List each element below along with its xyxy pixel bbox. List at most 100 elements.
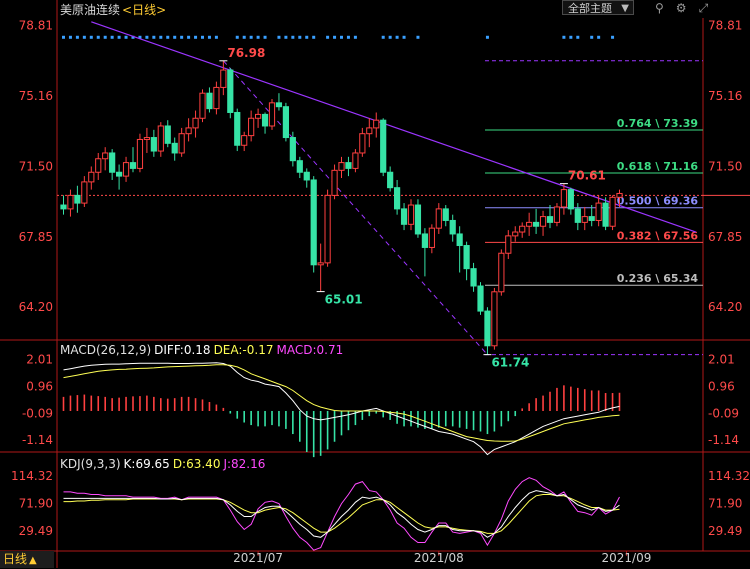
candle-body-28 bbox=[255, 113, 262, 119]
candle-body-10 bbox=[129, 162, 137, 169]
fib-label-3: 0.382 \ 67.56 bbox=[617, 229, 699, 242]
candle-body-40 bbox=[338, 162, 345, 171]
candle-body-60 bbox=[477, 285, 484, 312]
macd-panel[interactable] bbox=[62, 362, 621, 458]
signal-dot-24 bbox=[242, 35, 246, 39]
settings-icon[interactable]: ⚙ bbox=[675, 1, 687, 15]
candle-body-54 bbox=[435, 208, 442, 229]
signal-dot-33 bbox=[312, 35, 316, 39]
candle-body-61 bbox=[484, 310, 491, 347]
signal-dot-37 bbox=[346, 35, 350, 39]
triangle-up-icon: ▲ bbox=[29, 555, 37, 566]
period-next[interactable]: > bbox=[156, 2, 167, 17]
trendline bbox=[91, 21, 697, 233]
signal-dot-2 bbox=[75, 35, 79, 39]
signal-dot-10 bbox=[131, 35, 135, 39]
macd-dea-value: DEA:-0.17 bbox=[213, 343, 274, 357]
price-left-tick-1: 75.16 bbox=[19, 89, 53, 103]
fib-fan-line bbox=[222, 60, 488, 355]
fib-label-4: 0.236 \ 65.34 bbox=[617, 272, 699, 285]
candle-body-46 bbox=[380, 119, 387, 173]
signal-dot-50 bbox=[611, 35, 615, 39]
candle-body-29 bbox=[261, 113, 269, 127]
candle-body-37 bbox=[317, 262, 324, 266]
signal-dot-36 bbox=[340, 35, 343, 39]
search-icon[interactable]: ⚲ bbox=[655, 1, 664, 15]
kdj-j-value: J:82.16 bbox=[223, 457, 266, 471]
signal-dot-43 bbox=[416, 35, 420, 39]
macd-legend: MACD(26,12,9) DIFF:0.18 DEA:-0.17 MACD:0.71 bbox=[60, 343, 346, 357]
signal-dot-30 bbox=[291, 35, 295, 39]
signal-dot-16 bbox=[173, 35, 177, 39]
kdj-right-tick-2: 29.49 bbox=[708, 524, 742, 538]
period-prev[interactable]: < bbox=[122, 2, 133, 17]
signal-dot-19 bbox=[194, 35, 198, 39]
kdj-j-line bbox=[63, 477, 620, 551]
macd-left-tick-2: -0.09 bbox=[22, 406, 53, 420]
fib-label-1: 0.618 \ 71.16 bbox=[617, 160, 699, 173]
macd-left-tick-0: 2.01 bbox=[26, 352, 53, 366]
candle-body-57 bbox=[456, 233, 463, 247]
signal-dot-41 bbox=[395, 35, 399, 39]
candle-body-73 bbox=[567, 189, 574, 210]
theme-dropdown[interactable]: 全部主题 ▼ bbox=[562, 0, 634, 15]
x-tick-label-1: 2021/08 bbox=[414, 551, 464, 565]
signal-dot-26 bbox=[256, 35, 260, 39]
signal-dot-11 bbox=[138, 35, 142, 39]
candle-body-16 bbox=[171, 142, 178, 154]
candle-body-65 bbox=[512, 231, 519, 237]
candle-body-1 bbox=[67, 194, 74, 210]
kdj-panel[interactable] bbox=[63, 477, 620, 551]
signal-dot-47 bbox=[576, 35, 580, 39]
candle-body-47 bbox=[387, 171, 394, 189]
signal-dot-31 bbox=[298, 35, 302, 39]
candle-body-64 bbox=[505, 235, 512, 254]
price-left-tick-0: 78.81 bbox=[19, 19, 53, 33]
chevron-down-icon: ▼ bbox=[621, 3, 629, 14]
candle-body-45 bbox=[373, 119, 380, 129]
candle-body-31 bbox=[275, 102, 283, 108]
candle-body-69 bbox=[539, 216, 547, 227]
candle-body-20 bbox=[199, 92, 206, 119]
candle-body-6 bbox=[102, 152, 109, 160]
signal-dot-6 bbox=[103, 35, 107, 39]
theme-dropdown-label: 全部主题 bbox=[568, 2, 612, 15]
candle-body-27 bbox=[248, 117, 255, 137]
candle-body-30 bbox=[268, 102, 276, 127]
candle-body-2 bbox=[74, 194, 81, 204]
price-right-tick-0: 78.81 bbox=[708, 19, 742, 33]
price-left-tick-4: 64.20 bbox=[19, 300, 53, 314]
price-panel[interactable]: 0.764 \ 73.39 0.618 \ 71.16 0.500 \ 69.36 0… bbox=[57, 21, 750, 370]
expand-icon[interactable]: ⤢ bbox=[698, 1, 709, 15]
candle-body-39 bbox=[331, 169, 338, 196]
period-tab[interactable]: 日线 ▲ bbox=[0, 551, 54, 568]
candle-body-67 bbox=[526, 221, 533, 227]
candle-body-53 bbox=[428, 227, 435, 248]
candle-body-18 bbox=[185, 127, 192, 135]
signal-dot-42 bbox=[402, 35, 406, 39]
candle-body-77 bbox=[595, 202, 602, 221]
candle-body-7 bbox=[109, 152, 116, 173]
signal-dot-25 bbox=[249, 35, 253, 39]
candle-body-52 bbox=[421, 233, 428, 248]
candle-body-26 bbox=[241, 135, 248, 146]
candle-body-80 bbox=[616, 192, 623, 198]
signal-dot-28 bbox=[277, 35, 281, 39]
candle-body-23 bbox=[220, 69, 227, 88]
candle-body-78 bbox=[602, 202, 609, 227]
toolbar-icons: ⚲ ⚙ ⤢ bbox=[655, 1, 708, 16]
candle-body-8 bbox=[116, 171, 123, 177]
price-left-tick-3: 67.85 bbox=[19, 230, 53, 244]
signal-dot-15 bbox=[166, 35, 170, 39]
signal-dot-9 bbox=[124, 35, 128, 39]
instrument-name: 美原油连续 bbox=[60, 2, 121, 17]
signal-dot-39 bbox=[381, 35, 385, 39]
period-selector[interactable]: <日线> bbox=[122, 1, 166, 18]
candle-body-72 bbox=[560, 189, 567, 208]
candle-body-24 bbox=[227, 69, 234, 113]
signal-dot-49 bbox=[597, 35, 601, 39]
candle-body-38 bbox=[324, 194, 331, 264]
candle-body-3 bbox=[81, 181, 88, 204]
extreme-label-2: 61.74 bbox=[491, 356, 529, 370]
axis-labels: 78.81 78.81 75.16 75.16 71.50 71.50 67.85 67.85… bbox=[11, 19, 750, 565]
